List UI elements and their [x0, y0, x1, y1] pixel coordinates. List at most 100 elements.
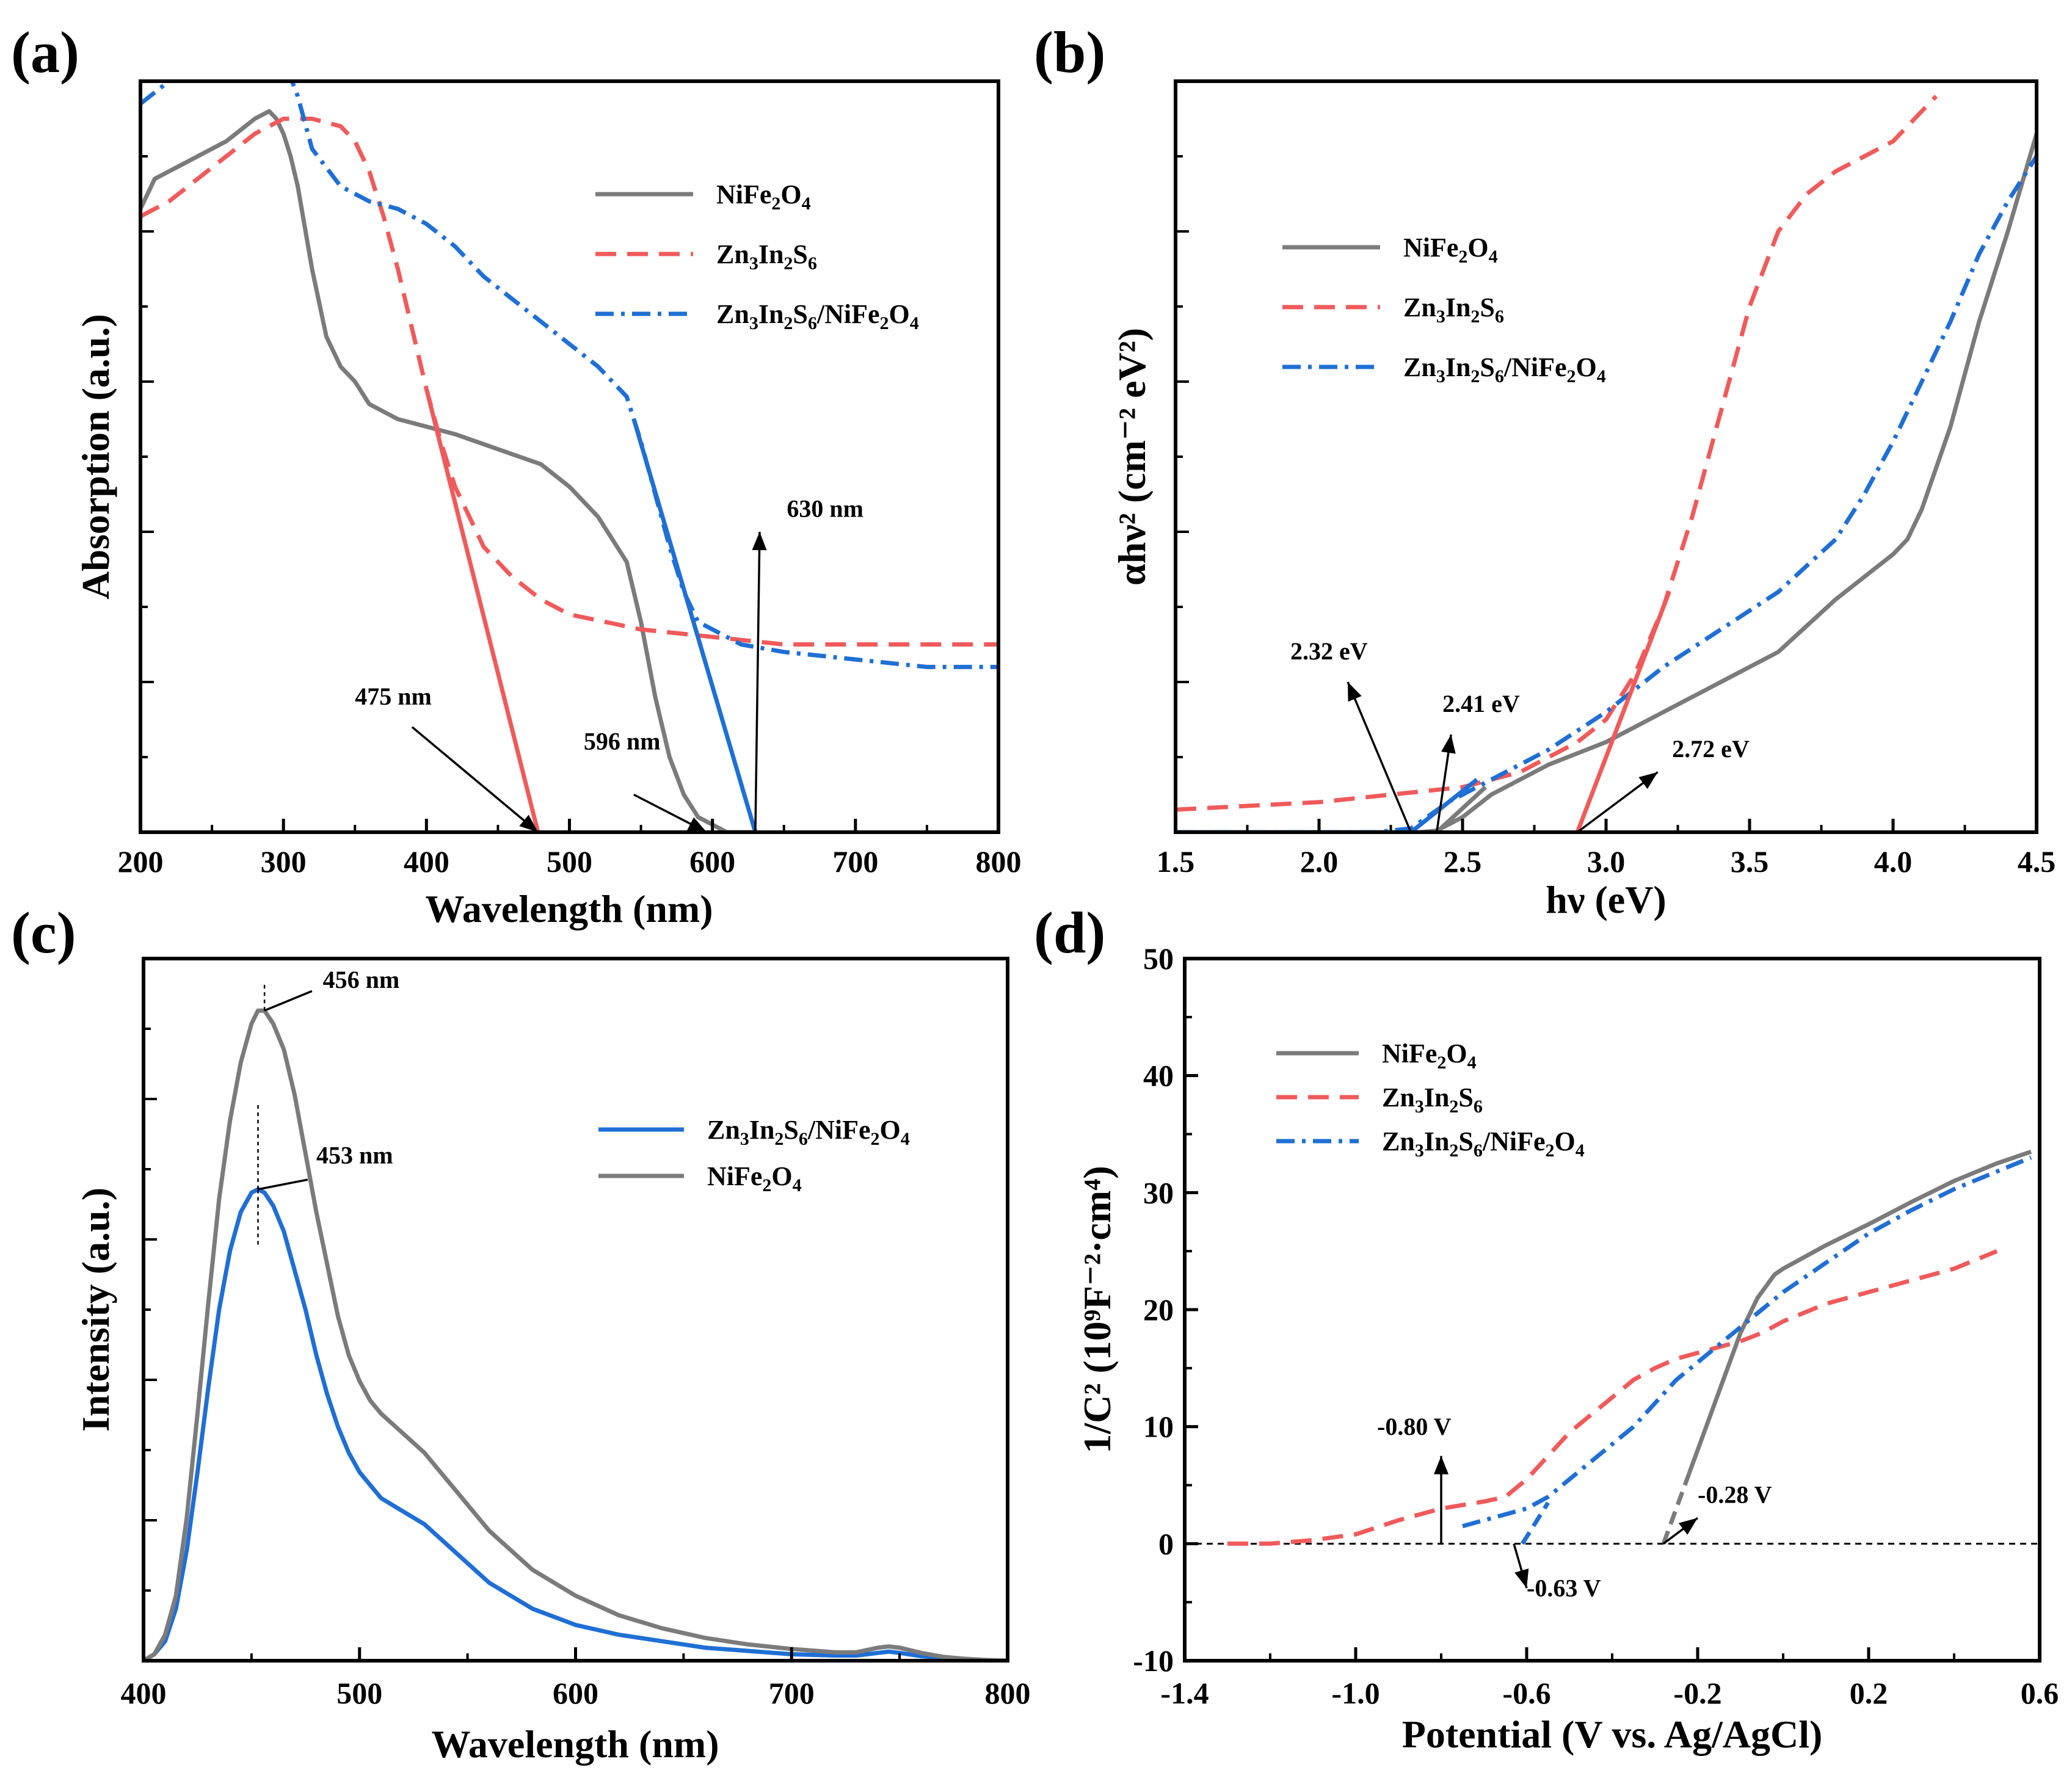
panel-d-ticks: -1.4 -1.0 -0.6 -0.2 0.2 0.6 -10 0 10 20 30 40 50 [1133, 941, 2059, 1710]
panel-d-y-tick-label-5: 40 [1143, 1059, 1174, 1093]
panel-b-series-zis [1176, 95, 1938, 812]
panel-d-x-tick-label-1: -1.0 [1331, 1676, 1380, 1710]
panel-d-annotation-arrowhead-2 [1678, 1518, 1698, 1535]
panel-d-y-tick-label-3: 20 [1143, 1293, 1174, 1327]
panel-c-ticks: 400 500 600 700 800 [121, 1028, 1031, 1710]
panel-a-ticks: 200 300 400 500 600 700 800 [118, 155, 1022, 879]
panel-d-legend-item-1: Zn3In2S6 [1276, 1083, 1483, 1117]
panel-b: (b) 2.32 eV 2.41 eV 2.72 eV 1.5 2.0 2.5 3.0 3.… [1034, 20, 2056, 921]
panel-b-legend-item-1: Zn3In2S6 [1282, 292, 1504, 327]
panel-a-x-tick-label-0: 200 [118, 844, 164, 879]
panel-c-legend-item-1: NiFe2O4 [598, 1161, 802, 1195]
panel-a-fit-line-0 [424, 388, 540, 832]
panel-c-legend-item-0: Zn3In2S6/NiFe2O4 [598, 1115, 910, 1149]
panel-c-legend: Zn3In2S6/NiFe2O4 NiFe2O4 [598, 1115, 910, 1195]
panel-b-x-tick-label-4: 3.5 [1731, 844, 1769, 879]
panel-d-y-tick-label-0: -10 [1133, 1644, 1174, 1678]
panel-d-y-axis-title: 1/C² (10⁹F⁻²·cm⁴) [1075, 1166, 1119, 1453]
panel-a-annotation-0: 475 nm [355, 683, 539, 833]
panel-d-annotation-0: -0.80 V [1377, 1413, 1452, 1544]
panel-a-annotation-arrow-0 [411, 726, 539, 833]
panel-b-label: (b) [1034, 20, 1105, 85]
panel-a-annotation-1: 596 nm [584, 728, 708, 833]
panel-d-annotation-label-1: -0.63 V [1527, 1575, 1601, 1602]
panel-a-legend-label-0: NiFe2O4 [716, 180, 811, 214]
panel-b-x-tick-label-3: 3.0 [1587, 844, 1626, 879]
panel-a-legend-item-2: Zn3In2S6/NiFe2O4 [595, 299, 919, 333]
panel-c-x-tick-label-4: 800 [985, 1676, 1031, 1710]
panel-a-x-tick-label-5: 700 [832, 844, 878, 879]
panel-a-x-tick-label-1: 300 [261, 844, 307, 879]
panel-d-legend-item-0: NiFe2O4 [1276, 1039, 1477, 1073]
panel-c-annotation-label-0: 456 nm [323, 966, 400, 993]
panel-c-annotation-0: 456 nm [264, 966, 400, 1012]
panel-d-legend-label-2: Zn3In2S6/NiFe2O4 [1382, 1126, 1585, 1161]
panel-d-annotation-label-0: -0.80 V [1377, 1413, 1452, 1440]
panel-c-series-ni [144, 1008, 1008, 1661]
panel-d-y-tick-label-4: 30 [1143, 1175, 1174, 1210]
panel-d-annotation-label-2: -0.28 V [1698, 1481, 1772, 1508]
panel-b-legend-item-2: Zn3In2S6/NiFe2O4 [1282, 352, 1606, 386]
panel-b-x-tick-label-0: 1.5 [1157, 844, 1195, 879]
panel-b-fit-line-1 [1409, 778, 1478, 832]
panel-a-x-tick-label-4: 600 [689, 844, 735, 879]
panel-a-legend-label-2: Zn3In2S6/NiFe2O4 [716, 299, 919, 333]
panel-b-ticks: 1.5 2.0 2.5 3.0 3.5 4.0 4.5 [1157, 155, 2056, 879]
panel-b-annotation-0: 2.32 eV [1290, 637, 1412, 833]
panel-a-annotation-label-0: 475 nm [355, 683, 432, 710]
panel-a-x-axis-title: Wavelength (nm) [425, 887, 713, 930]
panel-b-annotation-1: 2.41 eV [1435, 690, 1520, 833]
panel-c-x-tick-label-0: 400 [121, 1676, 167, 1710]
panel-a-annotation-label-1: 596 nm [584, 728, 661, 755]
panel-d-series-comp [1462, 1155, 2032, 1528]
panel-c-annotation-label-1: 453 nm [316, 1141, 393, 1169]
panel-b-annotation-arrowhead-2 [1638, 772, 1658, 789]
panel-d-legend-label-1: Zn3In2S6 [1382, 1083, 1483, 1117]
panel-b-legend: NiFe2O4 Zn3In2S6 Zn3In2S6/NiFe2O4 [1282, 233, 1606, 386]
panel-b-annotation-arrowhead-0 [1348, 682, 1362, 702]
panel-d-x-tick-label-0: -1.4 [1160, 1676, 1209, 1710]
panel-d: (d) -0.80 V -0.63 V -0.28 V -1.4 -1.0 -0.6 -0… [1034, 900, 2059, 1756]
panel-d-x-tick-label-2: -0.6 [1502, 1676, 1550, 1710]
panel-d-label: (d) [1034, 900, 1105, 965]
panel-c: (c) 456 nm 453 nm 400 500 600 700 800 Wavelen… [11, 900, 1031, 1766]
panel-a-frame [139, 79, 1000, 834]
panel-b-legend-label-1: Zn3In2S6 [1403, 292, 1504, 327]
panel-b-series-ni [1176, 133, 2037, 832]
panel-a-x-tick-label-2: 400 [404, 844, 449, 879]
panel-b-fit-line-0 [1435, 785, 1487, 832]
panel-d-frame [1183, 957, 2041, 1663]
panel-a-plot-area: 475 nm 596 nm 630 nm [140, 81, 998, 833]
panel-a-annotation-arrowhead-0 [519, 814, 538, 832]
panel-c-x-axis-title: Wavelength (nm) [431, 1722, 719, 1766]
panel-a-legend-label-1: Zn3In2S6 [716, 239, 817, 274]
panel-a-label: (a) [11, 20, 79, 85]
panel-d-x-tick-label-4: 0.2 [1850, 1676, 1888, 1710]
panel-c-annotation-1: 453 nm [258, 1141, 393, 1191]
panel-c-legend-label-1: NiFe2O4 [707, 1161, 802, 1195]
panel-d-legend-item-2: Zn3In2S6/NiFe2O4 [1276, 1126, 1585, 1161]
panel-a-series-zis [140, 117, 998, 647]
panel-d-x-axis-title: Potential (V vs. Ag/AgCl) [1402, 1713, 1823, 1756]
panel-a-annotation-arrow-2 [754, 531, 761, 833]
panel-b-x-tick-label-1: 2.0 [1300, 844, 1339, 879]
panel-b-annotation-2: 2.72 eV [1576, 735, 1750, 833]
panel-a-annotation-arrowhead-1 [687, 817, 707, 832]
panel-b-annotation-label-1: 2.41 eV [1442, 690, 1520, 717]
panel-b-fit-line-2 [1575, 591, 1671, 832]
panel-a-annotation-arrowhead-2 [752, 532, 767, 551]
panel-c-frame [142, 957, 1009, 1663]
panel-d-annotation-2: -0.28 V [1662, 1481, 1772, 1545]
panel-a-y-axis-title: Absorption (a.u.) [74, 314, 117, 600]
panel-c-x-tick-label-2: 600 [553, 1676, 598, 1710]
panel-a-legend-item-1: Zn3In2S6 [595, 239, 817, 274]
panel-a-annotation-2: 630 nm [752, 495, 863, 833]
panel-d-fit-line-1 [1661, 1473, 1692, 1545]
panel-d-fit-line-0 [1521, 1501, 1550, 1545]
panel-a-x-tick-label-6: 800 [976, 844, 1022, 879]
panel-b-x-tick-label-5: 4.0 [1874, 844, 1913, 879]
panel-b-annotation-arrow-0 [1347, 681, 1412, 833]
panel-b-x-axis-title: hν (eV) [1546, 878, 1666, 921]
panel-c-label: (c) [11, 900, 76, 965]
